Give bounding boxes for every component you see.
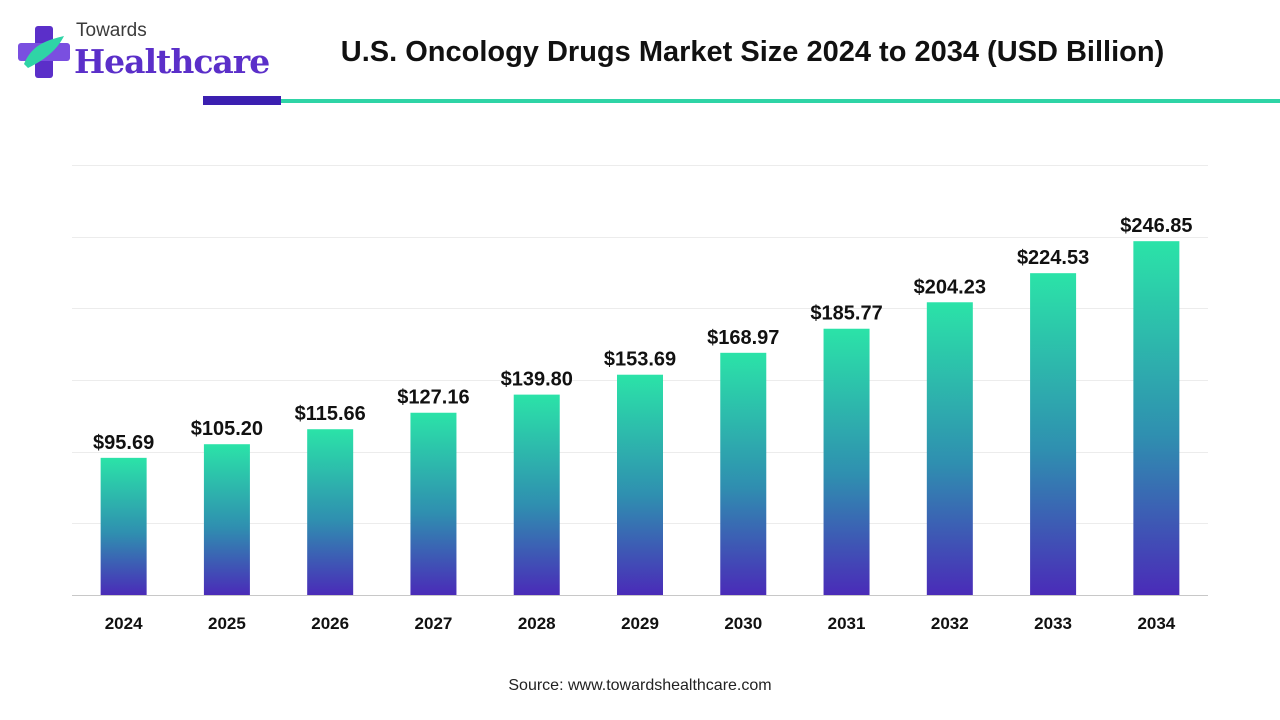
value-label-2030: $168.97 [707,327,779,349]
medical-cross-icon [18,26,70,78]
value-label-2029: $153.69 [604,349,676,371]
header-rule-accent [203,96,281,105]
bar-2028 [513,394,560,595]
bar-2026 [307,429,354,595]
bar-2024 [100,457,147,595]
brand-top-text: Towards [76,20,147,41]
brand-logo: Towards Healthcare [18,20,270,86]
x-tick-2028: 2028 [518,614,556,633]
x-tick-2025: 2025 [208,614,246,633]
bar-2033 [1030,273,1077,595]
value-label-2026: $115.66 [295,403,366,425]
x-tick-2031: 2031 [828,614,866,633]
value-label-2024: $95.69 [93,432,154,454]
value-label-2031: $185.77 [810,303,882,325]
x-tick-labels: 2024 2025 2026 2027 2028 2029 2030 2031 2032 2033… [105,614,1176,633]
bar-2029 [617,374,663,595]
bar-2031 [823,328,870,595]
bar-2034 [1133,241,1180,595]
x-tick-2030: 2030 [724,614,762,633]
value-label-2028: $139.80 [501,369,573,391]
x-tick-2026: 2026 [311,614,349,633]
bars [100,241,1180,595]
value-label-2034: $246.85 [1120,215,1192,237]
bar-2025 [203,444,250,595]
source-note: Source: www.towardshealthcare.com [508,677,772,694]
value-label-2027: $127.16 [397,387,469,409]
header-rule [281,99,1280,103]
x-tick-2032: 2032 [931,614,969,633]
bar-2030 [720,352,767,595]
x-tick-2034: 2034 [1137,614,1175,633]
bar-2027 [410,412,457,595]
x-tick-2033: 2033 [1034,614,1072,633]
value-label-2032: $204.23 [914,276,986,298]
chart-title: U.S. Oncology Drugs Market Size 2024 to … [340,36,1165,68]
value-label-2025: $105.20 [191,418,263,440]
brand-main-text: Healthcare [74,42,270,81]
x-tick-2027: 2027 [415,614,453,633]
value-labels: $95.69 $105.20 $115.66 $127.16 $139.80 $153.6… [93,215,1192,454]
value-label-2033: $224.53 [1017,247,1089,269]
x-tick-2029: 2029 [621,614,659,633]
x-tick-2024: 2024 [105,614,143,633]
bar-2032 [926,302,973,595]
